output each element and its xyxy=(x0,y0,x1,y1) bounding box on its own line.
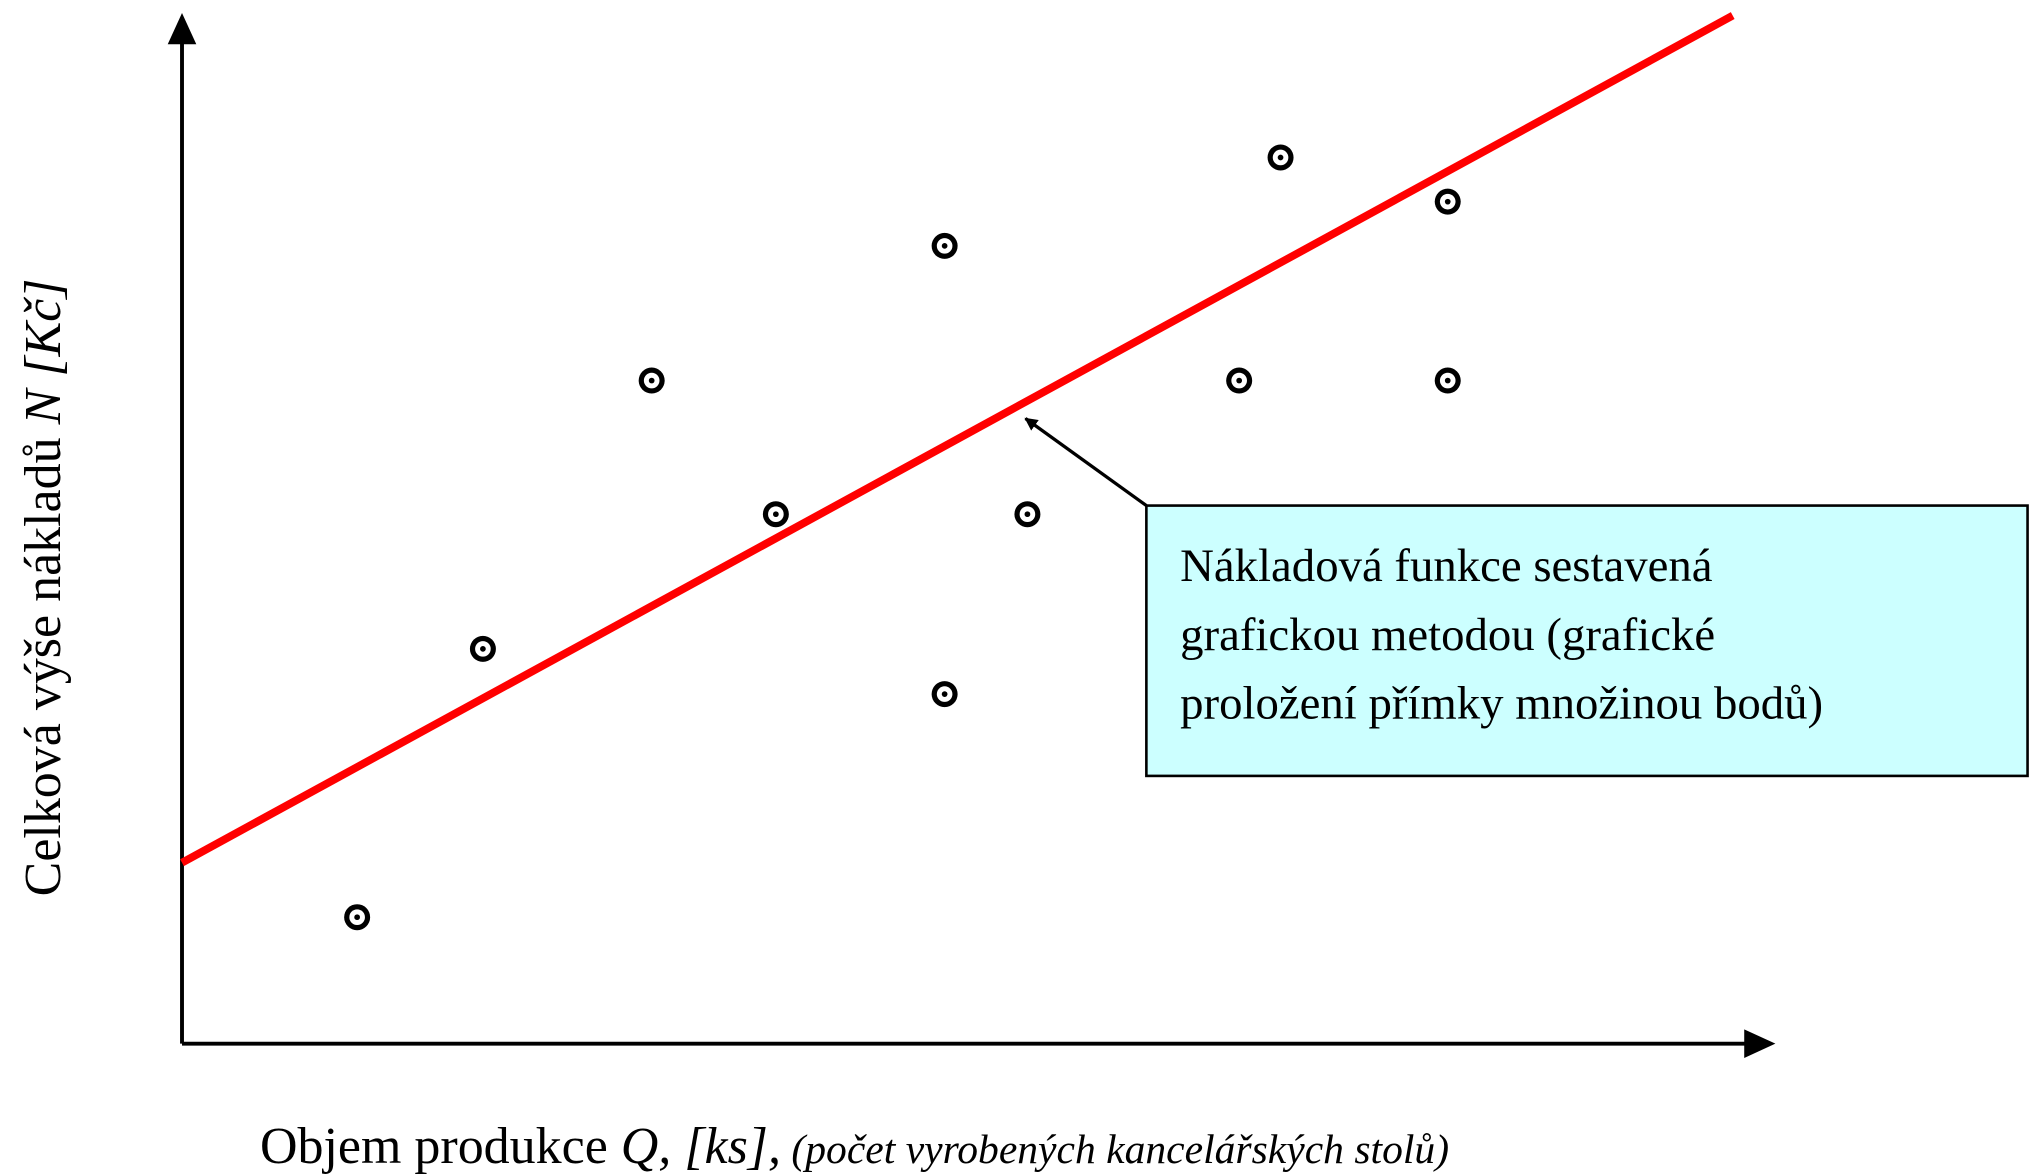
point-center xyxy=(1444,198,1451,205)
point-center xyxy=(354,914,360,921)
point xyxy=(1434,367,1461,394)
point xyxy=(1434,188,1461,215)
x-label-part: Objem produkce xyxy=(260,1118,621,1174)
annotation-line: proložení přímky množinou bodů) xyxy=(1180,678,1823,730)
point xyxy=(931,232,958,259)
x-label-part: Q, [ks], xyxy=(621,1118,781,1174)
x-axis-label: Objem produkce Q, [ks], (počet vyrobenýc… xyxy=(260,1118,1449,1174)
point-center xyxy=(1236,377,1243,384)
point-center xyxy=(1277,154,1284,161)
fit-line xyxy=(180,12,1735,867)
point-center xyxy=(941,243,948,249)
point-center xyxy=(1444,377,1451,384)
point xyxy=(638,367,665,394)
annotation-arrow xyxy=(1024,417,1148,507)
annotation-line: grafickou metodou (grafické xyxy=(1180,609,1715,661)
y-axis-label: Celková výše nákladů N [Kč] xyxy=(15,279,72,897)
x-label-part: (počet vyrobených kancelářských stolů) xyxy=(781,1126,1449,1173)
point xyxy=(469,635,496,662)
point xyxy=(1014,501,1041,528)
point-center xyxy=(941,691,948,697)
point xyxy=(1226,367,1253,394)
point-center xyxy=(480,646,486,652)
y-label-part: N [Kč] xyxy=(15,279,72,426)
annotation-box xyxy=(1145,504,2029,778)
y-label-part: Celková výše nákladů xyxy=(15,424,72,896)
x-axis-arrow xyxy=(1744,1029,1776,1058)
point xyxy=(762,501,789,528)
point xyxy=(1267,144,1294,171)
point xyxy=(344,904,371,931)
point-center xyxy=(648,377,655,384)
point-center xyxy=(1024,511,1031,518)
y-axis-arrow xyxy=(167,12,197,45)
annotation-line: Nákladová funkce sestavená xyxy=(1180,540,1713,592)
point-center xyxy=(773,511,779,518)
point xyxy=(931,681,958,708)
